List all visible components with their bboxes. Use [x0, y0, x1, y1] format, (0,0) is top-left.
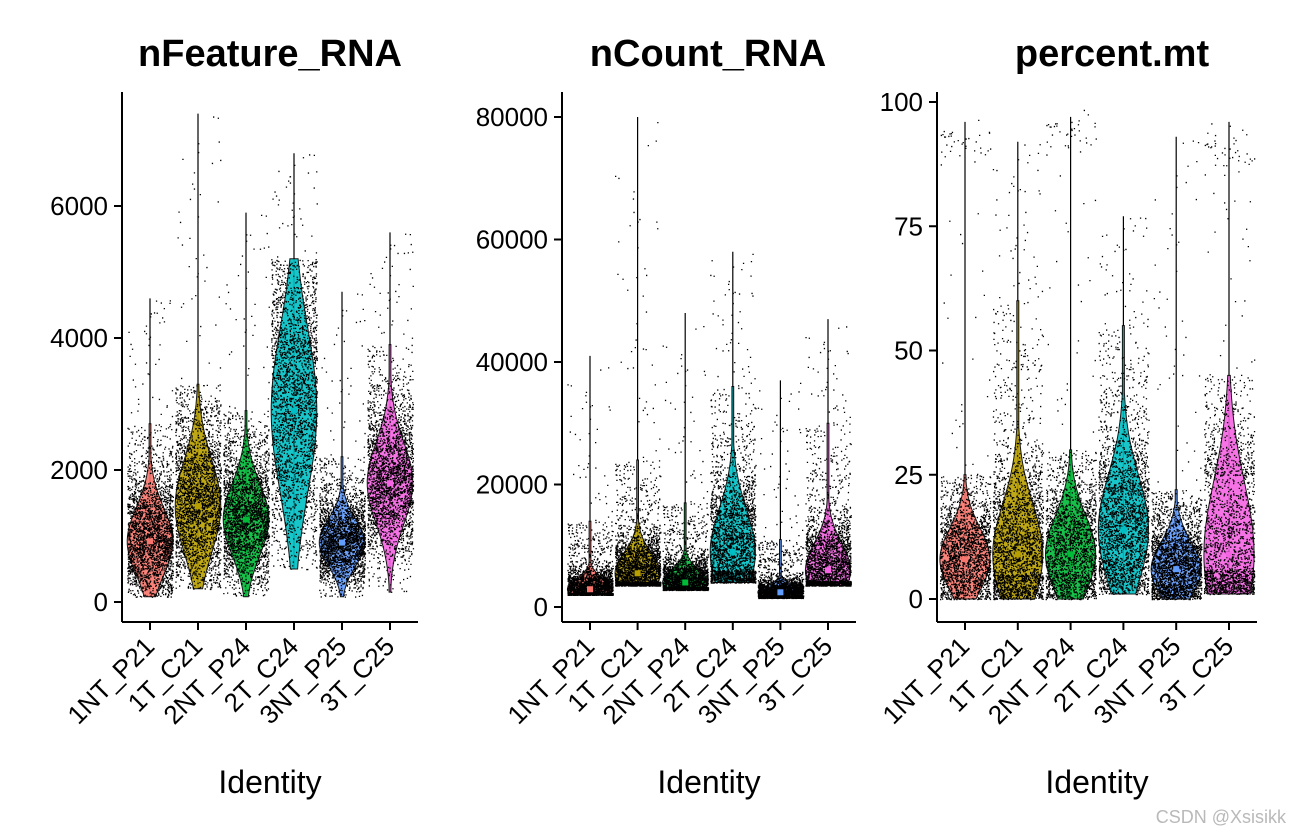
- median-mark: [147, 538, 153, 545]
- panel-title: nCount_RNA: [590, 33, 826, 75]
- panel-0: nFeature_RNA02000400060001NT_P211T_C212N…: [50, 33, 418, 800]
- y-tick-label: 0: [909, 584, 923, 614]
- violin-points: [992, 144, 1045, 601]
- violin-points: [271, 154, 319, 571]
- violin-2T_C24: [709, 251, 757, 584]
- violin-1NT_P21: [939, 119, 992, 601]
- violin-1T_C21: [992, 141, 1045, 601]
- violin-body: [1203, 374, 1255, 595]
- median-mark: [587, 586, 593, 593]
- jitter-dots: [1151, 140, 1203, 601]
- violin-body: [174, 383, 222, 590]
- violin-1NT_P21: [566, 355, 614, 596]
- median-mark: [1226, 551, 1232, 558]
- y-tick-label: 4000: [50, 323, 108, 353]
- median-mark: [1173, 566, 1180, 573]
- violin-2NT_P24: [222, 212, 271, 598]
- violin-points: [175, 116, 223, 591]
- median-mark: [339, 539, 345, 546]
- y-tick-label: 60000: [476, 225, 548, 255]
- y-tick-label: 2000: [50, 455, 108, 485]
- violin-2NT_P24: [662, 313, 710, 592]
- y-tick-label: 20000: [476, 470, 548, 500]
- violin-points: [223, 214, 271, 597]
- jitter-dots: [1045, 109, 1097, 601]
- violin-points: [367, 233, 415, 593]
- median-mark: [682, 579, 689, 586]
- y-tick-label: 50: [894, 336, 923, 366]
- violin-points: [615, 122, 662, 587]
- median-mark: [243, 516, 249, 523]
- jitter-dots: [127, 300, 175, 598]
- violin-3T_C25: [804, 319, 852, 587]
- violin-2T_C24: [270, 153, 319, 571]
- jitter-dots: [1098, 217, 1150, 596]
- median-mark: [777, 589, 784, 596]
- jitter-dots: [939, 119, 992, 601]
- jitter-dots: [615, 122, 662, 587]
- panel-1: nCount_RNA0200004000060000800001NT_P211T…: [476, 33, 856, 800]
- x-axis-title: Identity: [657, 764, 760, 800]
- jitter-dots: [710, 253, 757, 584]
- y-tick-label: 0: [534, 592, 548, 622]
- x-axis-title: Identity: [1045, 764, 1148, 800]
- violin-points: [1045, 109, 1097, 601]
- y-tick-label: 75: [894, 211, 923, 241]
- violin-1T_C21: [614, 117, 662, 587]
- violin-points: [567, 367, 614, 596]
- jitter-dots: [319, 293, 367, 598]
- y-tick-label: 0: [94, 587, 108, 617]
- jitter-dots: [367, 233, 415, 593]
- jitter-dots: [992, 144, 1045, 601]
- violin-3NT_P25: [318, 291, 367, 598]
- y-tick-label: 40000: [476, 347, 548, 377]
- violin-3NT_P25: [757, 380, 805, 600]
- median-mark: [387, 480, 393, 487]
- violin-1T_C21: [174, 113, 223, 591]
- watermark: CSDN @Xsisikk: [1155, 807, 1286, 827]
- median-mark: [195, 503, 201, 510]
- y-tick-label: 80000: [476, 102, 548, 132]
- median-mark: [729, 548, 736, 555]
- jitter-dots: [662, 326, 710, 592]
- violin-points: [1151, 140, 1203, 601]
- panel-2: percent.mt02550751001NT_P211T_C212NT_P24…: [876, 33, 1257, 800]
- median-mark: [825, 567, 831, 574]
- y-tick-label: 100: [880, 87, 923, 117]
- jitter-dots: [223, 214, 271, 597]
- jitter-dots: [567, 367, 614, 596]
- violin-points: [127, 300, 175, 598]
- median-mark: [634, 570, 641, 577]
- y-tick-label: 25: [894, 460, 923, 490]
- violin-2NT_P24: [1044, 109, 1097, 601]
- violin-3NT_P25: [1150, 136, 1203, 601]
- panel-title: nFeature_RNA: [138, 33, 402, 75]
- violin-2T_C24: [1097, 216, 1150, 596]
- violin-points: [710, 253, 757, 584]
- violin-points: [319, 293, 367, 598]
- violin-points: [1098, 217, 1150, 596]
- median-mark: [962, 556, 968, 563]
- median-mark: [1120, 526, 1127, 533]
- median-mark: [291, 407, 297, 414]
- violin-3T_C25: [1203, 121, 1256, 596]
- y-tick-label: 6000: [50, 191, 108, 221]
- x-axis-title: Identity: [218, 764, 321, 800]
- panel-title: percent.mt: [1015, 33, 1210, 75]
- jitter-dots: [175, 116, 223, 591]
- violin-points: [939, 119, 992, 601]
- jitter-dots: [271, 154, 319, 571]
- median-mark: [1067, 551, 1074, 558]
- violin-3T_C25: [366, 232, 415, 593]
- violin-points: [662, 326, 710, 592]
- median-mark: [1014, 551, 1021, 558]
- violin-1NT_P21: [126, 298, 175, 598]
